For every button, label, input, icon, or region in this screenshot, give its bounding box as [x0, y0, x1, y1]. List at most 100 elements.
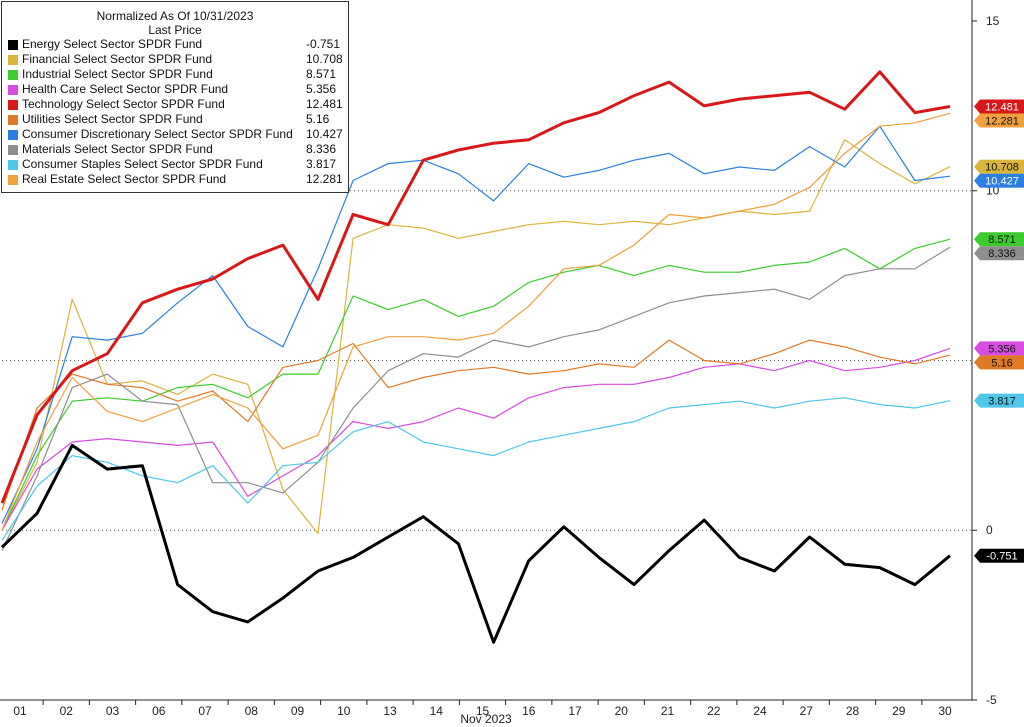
legend-series-name: Industrial Select Sector SPDR Fund	[22, 67, 213, 81]
y-tick-label: -5	[986, 693, 997, 707]
legend-item: Utilities Select Sector SPDR Fund 5.16	[2, 112, 348, 127]
y-tick-label: 0	[986, 523, 993, 537]
x-tick-label: 07	[198, 704, 212, 718]
x-tick-label: 22	[707, 704, 721, 718]
last-value-box	[980, 548, 1024, 563]
chart-subtitle: Last Price	[148, 23, 202, 37]
series-line	[0, 443, 951, 644]
legend-series-name: Energy Select Sector SPDR Fund	[22, 37, 203, 51]
last-value-label: -0.751	[974, 548, 1024, 563]
last-value-text: 12.481	[985, 101, 1019, 113]
series-line	[1, 238, 951, 531]
last-value-pointer	[974, 232, 980, 247]
legend-series-name: Health Care Select Sector SPDR Fund	[22, 82, 229, 96]
legend-series-name: Consumer Staples Select Sector SPDR Fund	[22, 157, 263, 171]
x-tick-label: 03	[106, 704, 120, 718]
last-value-pointer	[974, 113, 980, 128]
x-tick-label: 20	[615, 704, 629, 718]
x-tick-label: 06	[152, 704, 166, 718]
legend-last-value: 12.481	[306, 97, 343, 111]
last-value-pointer	[974, 246, 980, 261]
last-value-pointer	[974, 355, 980, 370]
series-line	[1, 112, 951, 531]
last-value-label: 10.708	[974, 159, 1024, 174]
last-value-label: 8.336	[974, 246, 1024, 261]
x-tick-label: 14	[430, 704, 444, 718]
legend-last-value: 3.817	[306, 157, 337, 171]
last-value-box	[980, 393, 1024, 408]
last-value-label: 12.481	[974, 99, 1024, 114]
last-value-text: 5.356	[988, 343, 1016, 355]
series-line	[1, 397, 951, 541]
last-value-text: 3.817	[988, 396, 1016, 408]
legend-swatch	[8, 70, 18, 80]
legend-swatch	[8, 130, 18, 140]
legend: Normalized As Of 10/31/2023 Last Price E…	[1, 1, 349, 193]
last-value-label: 10.427	[974, 173, 1024, 188]
legend-item: Financial Select Sector SPDR Fund 10.708	[2, 52, 348, 67]
last-value-label: 12.281	[974, 113, 1024, 128]
x-tick-label: 27	[800, 704, 814, 718]
legend-series-name: Consumer Discretionary Select Sector SPD…	[22, 127, 293, 141]
series-line	[1, 139, 951, 535]
last-value-pointer	[974, 341, 980, 356]
x-tick-label: 08	[245, 704, 259, 718]
legend-series-name: Financial Select Sector SPDR Fund	[22, 52, 213, 66]
last-value-box	[980, 232, 1024, 247]
series-line	[0, 70, 951, 504]
last-value-box	[980, 113, 1024, 128]
legend-last-value: -0.751	[306, 37, 341, 51]
legend-item: Technology Select Sector SPDR Fund 12.481	[2, 97, 348, 112]
legend-series-name: Real Estate Select Sector SPDR Fund	[22, 172, 227, 186]
x-tick-label: 17	[568, 704, 582, 718]
legend-item: Health Care Select Sector SPDR Fund 5.356	[2, 82, 348, 97]
last-value-box	[980, 99, 1024, 114]
legend-swatch	[8, 100, 18, 110]
legend-item: Consumer Discretionary Select Sector SPD…	[2, 127, 348, 142]
legend-swatch	[8, 85, 18, 95]
series-line	[1, 125, 951, 524]
legend-swatch	[8, 55, 18, 65]
x-tick-label: 28	[846, 704, 860, 718]
last-value-text: 10.708	[985, 162, 1019, 174]
legend-swatch	[8, 145, 18, 155]
legend-last-value: 12.281	[306, 172, 343, 186]
last-value-pointer	[974, 159, 980, 174]
legend-series-name: Materials Select Sector SPDR Fund	[22, 142, 213, 156]
legend-item: Materials Select Sector SPDR Fund 8.336	[2, 142, 348, 157]
legend-swatch	[8, 115, 18, 125]
y-tick-label: 15	[986, 14, 1000, 28]
last-value-text: 5.16	[991, 357, 1012, 369]
legend-last-value: 8.571	[306, 67, 337, 81]
legend-swatch	[8, 160, 18, 170]
last-value-box	[980, 355, 1024, 370]
x-tick-label: 02	[60, 704, 74, 718]
x-tick-label: 10	[337, 704, 351, 718]
legend-swatch	[8, 40, 18, 50]
legend-series-name: Technology Select Sector SPDR Fund	[22, 97, 225, 111]
last-value-text: 8.571	[988, 234, 1016, 246]
legend-item: Real Estate Select Sector SPDR Fund 12.28…	[2, 172, 348, 187]
x-tick-label: 15	[476, 704, 490, 718]
legend-item: Consumer Staples Select Sector SPDR Fund…	[2, 157, 348, 172]
last-value-pointer	[974, 393, 980, 408]
x-tick-label: 09	[291, 704, 305, 718]
chart-title: Normalized As Of 10/31/2023	[96, 9, 254, 23]
last-value-text: 12.281	[985, 115, 1019, 127]
legend-last-value: 10.427	[306, 127, 343, 141]
x-tick-label: 29	[892, 704, 906, 718]
last-value-pointer	[974, 99, 980, 114]
series-line	[1, 347, 951, 531]
last-value-text: -0.751	[986, 551, 1017, 563]
legend-last-value: 10.708	[306, 52, 343, 66]
x-tick-label: 01	[13, 704, 27, 718]
series-line	[1, 339, 951, 511]
last-value-label: 3.817	[974, 393, 1024, 408]
legend-series-name: Utilities Select Sector SPDR Fund	[22, 112, 203, 126]
x-tick-label: 24	[753, 704, 767, 718]
last-value-box	[980, 341, 1024, 356]
x-tick-label: 13	[383, 704, 397, 718]
x-axis-title: Nov 2023	[460, 712, 512, 726]
last-value-label: 8.571	[974, 232, 1024, 247]
